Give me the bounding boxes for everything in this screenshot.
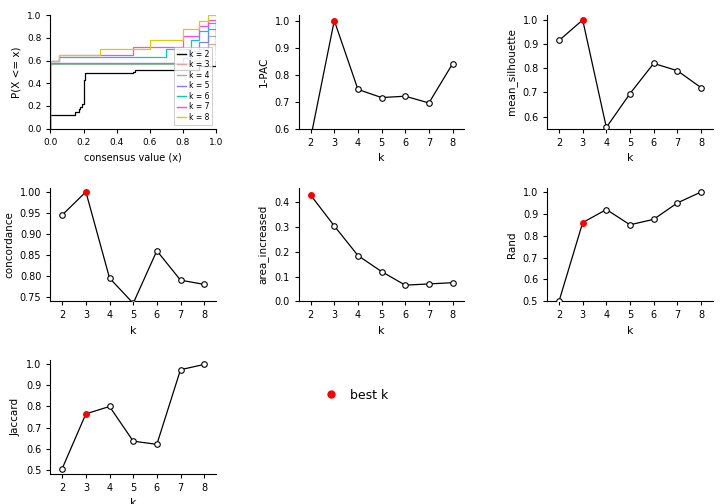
Y-axis label: Jaccard: Jaccard: [11, 398, 20, 436]
X-axis label: k: k: [378, 326, 385, 336]
X-axis label: k: k: [626, 153, 634, 163]
Y-axis label: mean_silhouette: mean_silhouette: [506, 28, 517, 115]
X-axis label: k: k: [130, 498, 137, 504]
Y-axis label: Rand: Rand: [508, 231, 517, 258]
Legend: k = 2, k = 3, k = 4, k = 5, k = 6, k = 7, k = 8: k = 2, k = 3, k = 4, k = 5, k = 6, k = 7…: [174, 46, 212, 125]
Y-axis label: 1-PAC: 1-PAC: [259, 56, 269, 87]
Legend: best k: best k: [313, 384, 393, 407]
Y-axis label: area_increased: area_increased: [258, 205, 269, 284]
Y-axis label: concordance: concordance: [4, 211, 14, 278]
X-axis label: k: k: [130, 326, 137, 336]
Y-axis label: P(X <= x): P(X <= x): [12, 46, 22, 98]
X-axis label: k: k: [626, 326, 634, 336]
X-axis label: k: k: [378, 153, 385, 163]
X-axis label: consensus value (x): consensus value (x): [84, 152, 182, 162]
